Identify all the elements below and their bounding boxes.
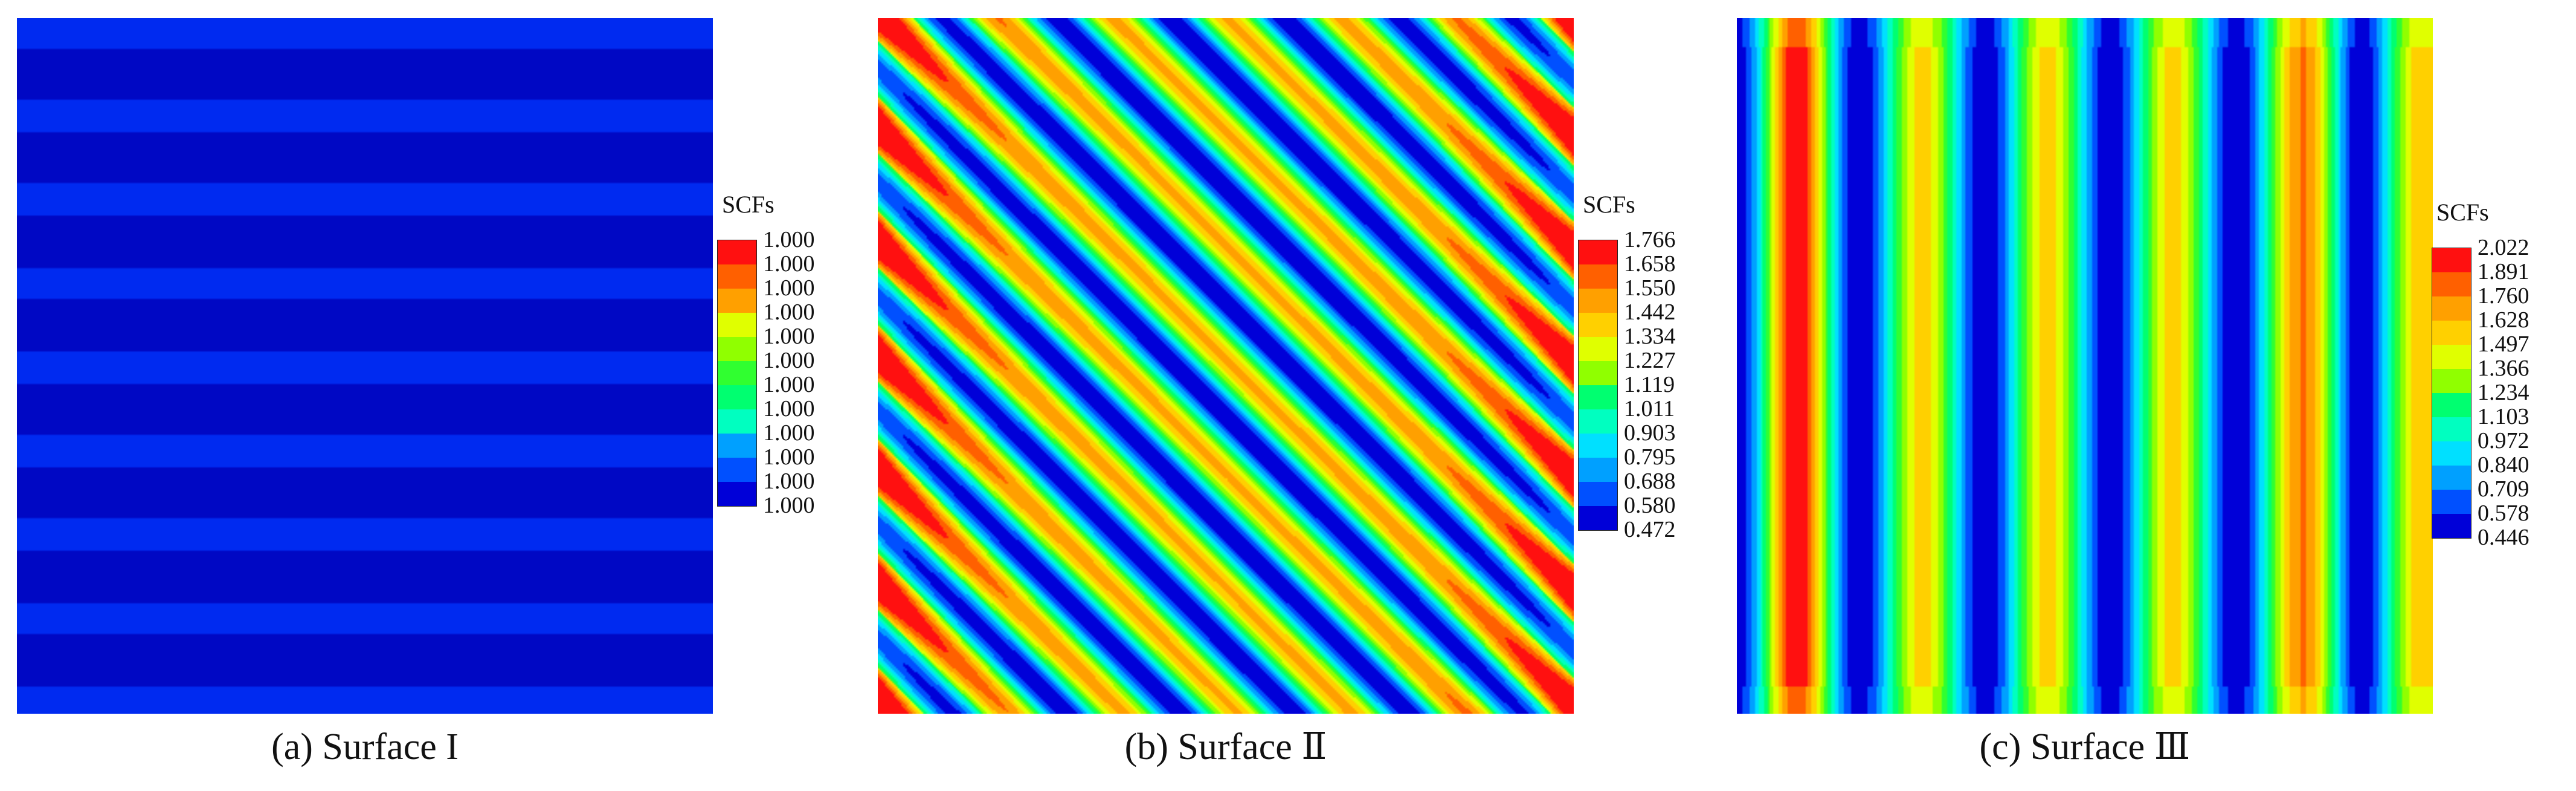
legend-tick-label: 0.688 [1624,469,1676,494]
legend-tick-label: 1.000 [763,275,815,301]
legend-tick-label: 0.580 [1624,493,1676,518]
legend-tick-label: 0.903 [1624,420,1676,446]
legend-tick-label: 0.578 [2478,501,2529,526]
legend-tick-label: 1.000 [763,324,815,349]
legend-tick-label: 1.497 [2478,331,2529,357]
legend-title: SCFs [2436,199,2489,226]
legend-swatch [2432,490,2471,514]
legend-swatch [1579,434,1617,458]
legend-swatch [2432,441,2471,466]
legend-swatch [1579,313,1617,337]
legend-swatch [718,264,756,289]
legend-tick-label: 1.628 [2478,307,2529,333]
legend-swatch [2432,417,2471,441]
legend-tick-label: 1.234 [2478,380,2529,405]
legend-tick-label: 1.000 [763,348,815,373]
legend-swatch [2432,296,2471,321]
legend-tick-label: 1.334 [1624,324,1676,349]
legend-tick-label: 1.000 [763,251,815,277]
legend-tick-label: 1.227 [1624,348,1676,373]
color-bar [1578,240,1618,531]
caption-surface-1: (a) Surface I [271,726,459,767]
legend-swatch [718,240,756,264]
legend-swatch [2432,272,2471,296]
caption-surface-3: (c) Surface Ⅲ [1979,726,2191,767]
legend-swatch [718,434,756,458]
contour-plot-surface-1 [17,18,713,714]
legend-title: SCFs [1583,191,1635,218]
legend-title: SCFs [722,191,774,218]
legend-tick-label: 1.442 [1624,299,1676,325]
legend-swatch [718,289,756,313]
legend-swatch [2432,321,2471,345]
legend-swatch [1579,361,1617,385]
legend-tick-label: 0.840 [2478,452,2529,478]
legend-tick-label: 1.000 [763,469,815,494]
legend-swatch [718,409,756,434]
legend-swatch [1579,240,1617,264]
legend-swatch [718,361,756,385]
legend-swatch [2432,345,2471,369]
color-bar [2432,248,2471,539]
legend-swatch [718,458,756,482]
legend-tick-label: 1.103 [2478,404,2529,429]
legend-tick-label: 1.000 [763,227,815,252]
legend-swatch [2432,369,2471,393]
legend-swatch [2432,466,2471,490]
legend-tick-label: 0.709 [2478,476,2529,502]
legend-swatch [1579,289,1617,313]
legend-tick-label: 0.972 [2478,428,2529,453]
legend-swatch [1579,458,1617,482]
legend-swatch [718,313,756,337]
legend-tick-label: 1.000 [763,444,815,470]
legend-tick-label: 1.000 [763,493,815,518]
legend-tick-label: 1.000 [763,299,815,325]
legend-tick-label: 1.000 [763,420,815,446]
legend-tick-label: 0.472 [1624,517,1676,542]
legend-tick-label: 1.760 [2478,283,2529,309]
legend-swatch [1579,506,1617,530]
legend-tick-label: 1.658 [1624,251,1676,277]
contour-plot-surface-2 [878,18,1574,714]
legend-swatch [1579,337,1617,361]
legend-swatch [1579,385,1617,409]
legend-tick-label: 1.766 [1624,227,1676,252]
color-bar [717,240,757,507]
legend-swatch [718,482,756,506]
legend-tick-label: 1.000 [763,396,815,421]
legend-tick-label: 2.022 [2478,235,2529,260]
legend-tick-label: 1.119 [1624,372,1675,397]
legend-swatch [718,385,756,409]
legend-tick-label: 1.891 [2478,259,2529,284]
legend-tick-label: 1.000 [763,372,815,397]
legend-swatch [2432,393,2471,417]
legend-tick-label: 1.011 [1624,396,1675,421]
legend-swatch [1579,264,1617,289]
caption-surface-2: (b) Surface Ⅱ [1124,726,1327,767]
legend-tick-label: 1.550 [1624,275,1676,301]
legend-swatch [2432,514,2471,538]
contour-plot-surface-3 [1737,18,2433,714]
legend-swatch [1579,409,1617,434]
legend-swatch [1579,482,1617,506]
legend-tick-label: 0.795 [1624,444,1676,470]
legend-swatch [718,337,756,361]
legend-tick-label: 1.366 [2478,356,2529,381]
legend-tick-label: 0.446 [2478,525,2529,550]
legend-swatch [2432,248,2471,272]
